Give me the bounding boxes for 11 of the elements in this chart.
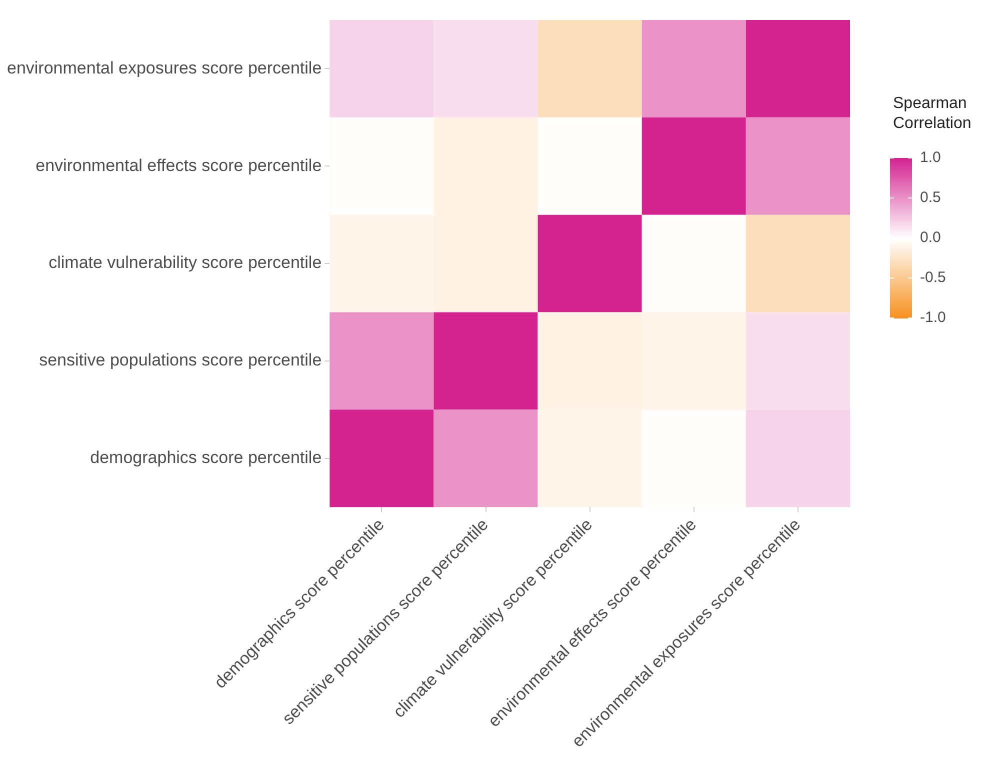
color-bar-label: -1.0 <box>920 309 946 326</box>
y-tick-label: climate vulnerability score percentile <box>48 253 322 272</box>
y-tick-label: sensitive populations score percentile <box>39 350 322 370</box>
y-tick-label: demographics score percentile <box>90 448 322 468</box>
y-tick-label: environmental exposures score percentile <box>6 58 322 78</box>
color-bar-label: 0.5 <box>920 189 941 206</box>
color-bar-label: -0.5 <box>920 269 946 286</box>
color-bar-label: 0.0 <box>920 229 941 246</box>
color-bar-label: 1.0 <box>920 149 941 166</box>
color-bar-title: Spearman Correlation <box>893 95 972 132</box>
y-tick-label: environmental effects score percentile <box>36 156 322 175</box>
